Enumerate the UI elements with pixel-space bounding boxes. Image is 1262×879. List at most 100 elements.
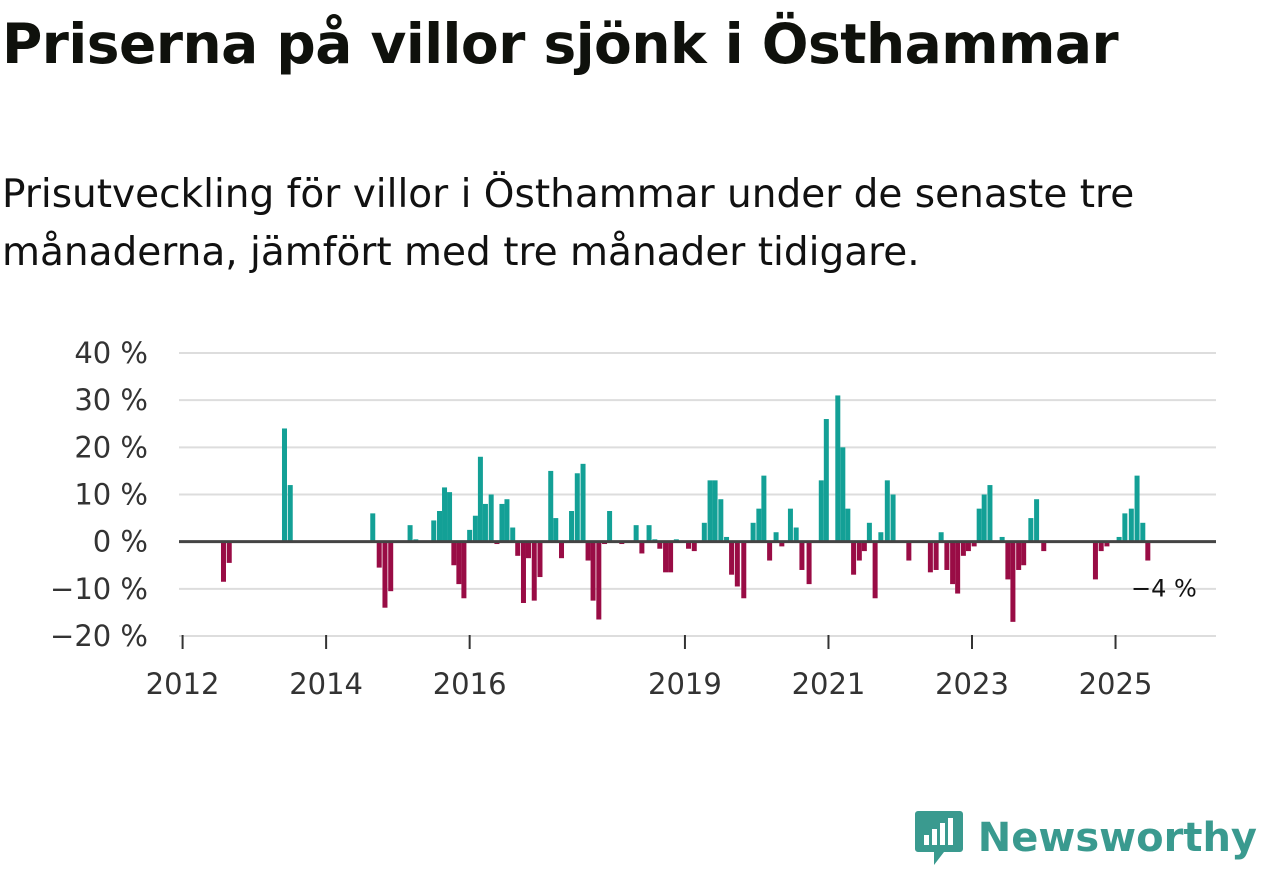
- bar: [668, 541, 674, 573]
- x-tick-label: 2023: [935, 667, 1009, 700]
- bar: [585, 541, 591, 561]
- bar: [976, 508, 982, 542]
- bar: [878, 532, 884, 542]
- bar: [987, 485, 993, 542]
- bar: [927, 541, 933, 573]
- y-tick-label: 30 %: [74, 383, 148, 417]
- bar: [840, 447, 846, 542]
- bar: [845, 508, 851, 542]
- bar: [861, 541, 867, 552]
- bar: [520, 541, 526, 603]
- brand-logo: Newsworthy: [914, 809, 1257, 867]
- bar: [1140, 522, 1146, 542]
- bar: [574, 473, 580, 542]
- bar: [1010, 541, 1016, 622]
- y-tick-label: −10 %: [50, 572, 148, 606]
- bar-chart: 40 %30 %20 %10 %0 %−10 %−20 % 2012 2014 20…: [50, 336, 1216, 700]
- bar: [734, 541, 740, 587]
- bar: [1028, 518, 1034, 542]
- bar: [477, 456, 483, 542]
- bar: [756, 508, 762, 542]
- bar: [872, 541, 878, 599]
- bar: [456, 541, 462, 585]
- bar: [1116, 536, 1122, 542]
- bar: [442, 487, 448, 542]
- bar: [287, 485, 293, 542]
- y-tick-label: 10 %: [74, 478, 148, 512]
- bar: [382, 541, 388, 608]
- bar: [553, 518, 559, 542]
- chart-title: Priserna på villor sjönk i Östhammar: [2, 12, 1119, 76]
- brand-name: Newsworthy: [977, 815, 1257, 861]
- y-axis-ticks: 40 % 30 % 20 % 10 % 0 % −10 % −20 %: [50, 336, 148, 653]
- bar: [793, 527, 799, 542]
- bar: [950, 541, 956, 585]
- bar: [890, 494, 896, 542]
- bar: [657, 541, 663, 549]
- bar: [663, 541, 669, 573]
- bar: [1092, 541, 1098, 580]
- bar: [787, 508, 793, 542]
- bar: [504, 499, 510, 542]
- bar: [938, 532, 944, 542]
- bar: [1041, 541, 1047, 552]
- bar: [851, 541, 857, 575]
- bar: [376, 541, 382, 568]
- bar: [906, 541, 912, 561]
- bar: [955, 541, 961, 594]
- bar: [1145, 541, 1151, 561]
- x-tick-label: 2016: [433, 667, 507, 700]
- bar: [220, 541, 226, 582]
- bar: [856, 541, 862, 561]
- bar: [1104, 541, 1110, 547]
- bar: [686, 541, 692, 549]
- bar: [884, 480, 890, 542]
- bar: [559, 541, 565, 559]
- bar: [437, 511, 443, 542]
- y-tick-label: 40 %: [74, 336, 148, 370]
- bar: [1016, 541, 1022, 570]
- bar: [741, 541, 747, 599]
- x-axis: 2012 2014 2016 2019 2021 2023 2025: [146, 635, 1152, 700]
- bar: [569, 511, 575, 542]
- x-tick-label: 2014: [289, 667, 363, 700]
- bar: [646, 525, 652, 542]
- bar: [933, 541, 939, 570]
- chart-subtitle: Prisutveckling för villor i Östhammar un…: [2, 172, 1135, 275]
- bar: [724, 536, 730, 542]
- last-value-label: −4 %: [1131, 575, 1197, 603]
- bar: [866, 522, 872, 542]
- bar: [525, 541, 531, 559]
- y-tick-label: 20 %: [74, 430, 148, 464]
- bar: [531, 541, 537, 601]
- newsworthy-logo-icon: [914, 811, 963, 865]
- x-tick-label: 2019: [648, 667, 722, 700]
- bar: [639, 541, 645, 554]
- bar: [388, 541, 394, 592]
- bar: [750, 522, 756, 542]
- gridlines: [179, 352, 1216, 637]
- bar: [712, 480, 718, 542]
- bar: [1128, 508, 1134, 542]
- bar: [431, 520, 437, 542]
- bar: [370, 513, 376, 542]
- bar: [729, 541, 735, 575]
- bar: [806, 541, 812, 585]
- bar: [407, 525, 413, 542]
- bar: [779, 541, 785, 547]
- bar: [691, 541, 697, 552]
- bar: [761, 475, 767, 542]
- bar: [773, 532, 779, 542]
- bar: [580, 463, 586, 542]
- bar: [467, 529, 473, 542]
- bar: [999, 536, 1005, 542]
- bar: [1122, 513, 1128, 542]
- bar: [823, 419, 829, 542]
- bar: [607, 511, 613, 542]
- bar: [799, 541, 805, 570]
- bar: [767, 541, 773, 561]
- bar: [1098, 541, 1104, 552]
- bar: [515, 541, 521, 556]
- x-tick-label: 2021: [792, 667, 866, 700]
- bar: [818, 480, 824, 542]
